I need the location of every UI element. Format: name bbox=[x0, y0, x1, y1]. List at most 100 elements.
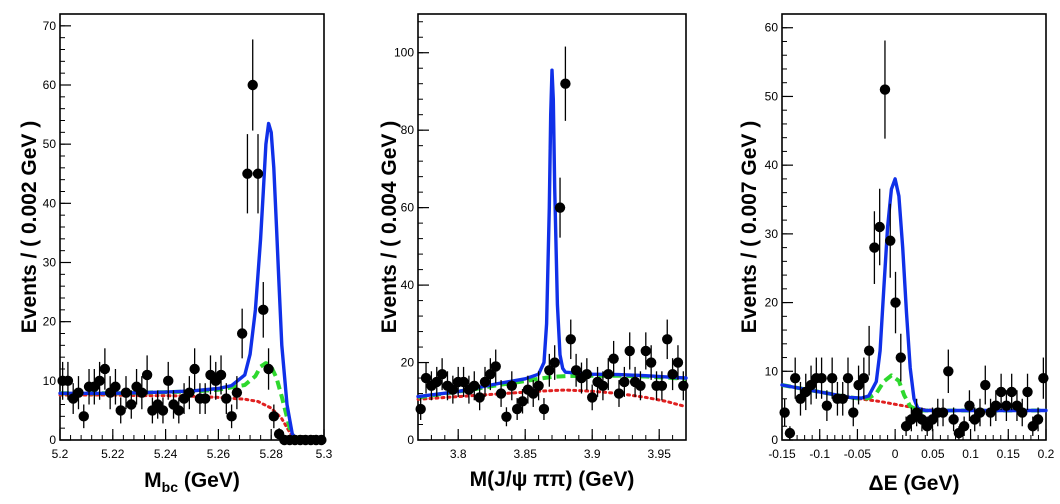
x-tick-label: 3.95 bbox=[648, 447, 672, 461]
data-marker bbox=[784, 427, 796, 439]
data-point bbox=[800, 373, 811, 411]
panel-mjpsipipi: 3.8 3.85 3.9 3.95 0 20 40 60 80 100 Events / ( 0.… bbox=[378, 13, 689, 491]
data-marker bbox=[506, 380, 517, 391]
data-marker bbox=[231, 387, 243, 398]
data-point bbox=[247, 39, 258, 131]
data-marker bbox=[247, 79, 258, 91]
data-marker bbox=[974, 407, 986, 418]
data-marker bbox=[94, 375, 105, 387]
y-tick-label: 0 bbox=[771, 433, 778, 447]
y-tick-label: 20 bbox=[401, 356, 415, 370]
data-point bbox=[517, 389, 528, 414]
data-point bbox=[656, 371, 668, 401]
data-point bbox=[1006, 373, 1017, 411]
y-tick-label: 40 bbox=[43, 196, 57, 210]
data-marker bbox=[110, 381, 121, 392]
data-marker bbox=[157, 405, 169, 416]
data-marker bbox=[420, 372, 432, 384]
data-point bbox=[89, 369, 100, 405]
data-marker bbox=[141, 369, 153, 381]
data-point bbox=[869, 211, 880, 284]
data-marker bbox=[624, 345, 635, 357]
data-marker bbox=[958, 421, 970, 432]
data-marker bbox=[99, 363, 111, 375]
x-tick-label: -0.05 bbox=[844, 447, 872, 461]
plot-frame bbox=[781, 13, 1047, 441]
data-marker bbox=[549, 357, 560, 368]
data-marker bbox=[848, 407, 859, 418]
data-point bbox=[495, 380, 507, 407]
data-marker bbox=[837, 393, 848, 404]
data-point bbox=[805, 365, 817, 405]
data-marker bbox=[937, 407, 949, 418]
data-marker bbox=[1017, 407, 1028, 418]
data-point bbox=[879, 40, 891, 139]
data-point bbox=[1017, 398, 1028, 427]
axis-ticks: 3.8 3.85 3.9 3.95 0 20 40 60 80 100 bbox=[394, 21, 687, 461]
y-tick-label: 10 bbox=[765, 364, 779, 378]
data-marker bbox=[821, 400, 833, 411]
data-marker bbox=[678, 380, 689, 391]
data-point bbox=[490, 349, 501, 384]
data-point bbox=[231, 376, 243, 410]
data-marker bbox=[570, 365, 582, 376]
y-tick-label: 20 bbox=[43, 315, 57, 329]
panel-deltae: -0.15 -0.1 -0.05 0 0.05 0.1 0.15 0.2 0 10 20 30 40 50… bbox=[738, 13, 1055, 495]
data-points bbox=[57, 39, 327, 446]
data-point bbox=[1038, 357, 1049, 399]
data-point bbox=[958, 416, 970, 436]
data-point bbox=[221, 383, 232, 414]
data-point bbox=[1032, 407, 1044, 432]
data-point bbox=[974, 398, 986, 427]
data-point bbox=[980, 365, 991, 405]
data-point bbox=[157, 397, 169, 424]
y-tick-label: 30 bbox=[43, 256, 57, 270]
data-point bbox=[597, 371, 609, 401]
data-marker bbox=[863, 345, 875, 356]
data-point bbox=[316, 434, 327, 446]
data-marker bbox=[619, 376, 630, 388]
data-marker bbox=[479, 376, 491, 388]
data-marker bbox=[511, 403, 523, 415]
data-marker bbox=[226, 411, 237, 422]
data-point bbox=[236, 308, 248, 359]
data-marker bbox=[1006, 386, 1017, 398]
data-point bbox=[603, 358, 614, 391]
y-tick-label: 20 bbox=[765, 296, 779, 310]
data-point bbox=[62, 361, 74, 400]
data-marker bbox=[948, 414, 959, 425]
data-marker bbox=[890, 297, 901, 308]
data-point bbox=[1022, 373, 1033, 411]
data-marker bbox=[490, 361, 501, 372]
data-marker bbox=[474, 392, 485, 403]
data-point bbox=[415, 398, 426, 420]
data-point bbox=[895, 333, 906, 382]
panel-mbc: 5.2 5.22 5.24 5.26 5.28 5.3 0 10 20 30 40 50 60 70 Ev… bbox=[18, 13, 333, 495]
data-marker bbox=[662, 334, 673, 345]
data-point bbox=[528, 380, 539, 407]
data-point bbox=[163, 361, 174, 400]
data-marker bbox=[640, 345, 651, 357]
curve-total-fit bbox=[780, 177, 1048, 413]
data-marker bbox=[533, 380, 544, 391]
x-axis-title-unit: (GeV) bbox=[178, 469, 240, 492]
data-marker bbox=[842, 372, 854, 384]
x-tick-label: -0.1 bbox=[809, 447, 830, 461]
data-marker bbox=[1032, 414, 1044, 425]
data-point bbox=[258, 282, 269, 338]
data-point bbox=[848, 398, 859, 427]
data-marker bbox=[189, 363, 200, 375]
y-tick-label: 30 bbox=[765, 227, 779, 241]
y-tick-label: 100 bbox=[394, 46, 414, 60]
data-marker bbox=[184, 387, 195, 398]
y-tick-label: 40 bbox=[401, 278, 415, 292]
data-point bbox=[995, 373, 1007, 411]
y-tick-label: 50 bbox=[43, 137, 57, 151]
y-tick-label: 40 bbox=[765, 158, 779, 172]
data-point bbox=[672, 345, 684, 380]
x-tick-label: 5.28 bbox=[260, 447, 284, 461]
data-marker bbox=[560, 78, 571, 89]
data-point bbox=[506, 371, 517, 401]
data-point bbox=[173, 397, 184, 424]
